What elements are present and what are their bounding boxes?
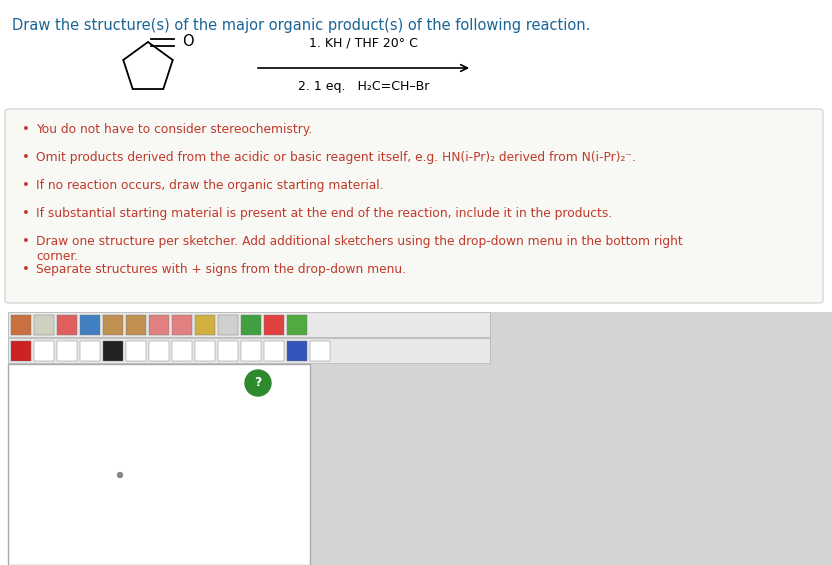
Text: O: O: [182, 34, 194, 50]
Bar: [241, 315, 261, 335]
Bar: [34, 341, 54, 361]
Bar: [80, 315, 100, 335]
Bar: [287, 315, 307, 335]
Text: ?: ?: [255, 376, 262, 389]
Text: •: •: [22, 207, 30, 220]
Text: Separate structures with + signs from the drop-down menu.: Separate structures with + signs from th…: [36, 263, 406, 276]
Bar: [172, 315, 192, 335]
Text: •: •: [22, 124, 30, 137]
Text: Draw one structure per sketcher. Add additional sketchers using the drop-down me: Draw one structure per sketcher. Add add…: [36, 236, 683, 249]
Bar: [310, 341, 330, 361]
Bar: [264, 341, 284, 361]
Text: •: •: [22, 180, 30, 193]
Text: Draw the structure(s) of the major organic product(s) of the following reaction.: Draw the structure(s) of the major organ…: [12, 18, 591, 33]
Bar: [241, 341, 261, 361]
Text: corner.: corner.: [36, 250, 78, 263]
Bar: [310, 364, 490, 565]
Circle shape: [117, 472, 122, 477]
Text: •: •: [22, 236, 30, 249]
Text: If substantial starting material is present at the end of the reaction, include : If substantial starting material is pres…: [36, 207, 612, 220]
Bar: [490, 312, 832, 565]
Bar: [172, 341, 192, 361]
Bar: [264, 315, 284, 335]
Bar: [287, 341, 307, 361]
Bar: [149, 341, 169, 361]
Bar: [195, 341, 215, 361]
Bar: [195, 315, 215, 335]
Text: If no reaction occurs, draw the organic starting material.: If no reaction occurs, draw the organic …: [36, 180, 384, 193]
Circle shape: [245, 370, 271, 396]
Text: 2. 1 eq.   H₂C=CH–Br: 2. 1 eq. H₂C=CH–Br: [298, 80, 429, 93]
Text: •: •: [22, 263, 30, 276]
Bar: [126, 341, 146, 361]
Bar: [103, 341, 123, 361]
Text: You do not have to consider stereochemistry.: You do not have to consider stereochemis…: [36, 124, 312, 137]
Bar: [218, 315, 238, 335]
Bar: [218, 341, 238, 361]
Bar: [8, 338, 490, 363]
Text: •: •: [22, 151, 30, 164]
Bar: [8, 364, 310, 565]
Bar: [57, 315, 77, 335]
Bar: [57, 341, 77, 361]
Bar: [103, 315, 123, 335]
Bar: [8, 312, 490, 337]
Bar: [11, 341, 31, 361]
Bar: [80, 341, 100, 361]
FancyBboxPatch shape: [5, 109, 823, 303]
Bar: [149, 315, 169, 335]
Text: Omit products derived from the acidic or basic reagent itself, e.g. HN(i-Pr)₂ de: Omit products derived from the acidic or…: [36, 151, 636, 164]
Bar: [34, 315, 54, 335]
Bar: [11, 315, 31, 335]
Text: 1. KH / THF 20° C: 1. KH / THF 20° C: [309, 37, 418, 50]
Bar: [126, 315, 146, 335]
